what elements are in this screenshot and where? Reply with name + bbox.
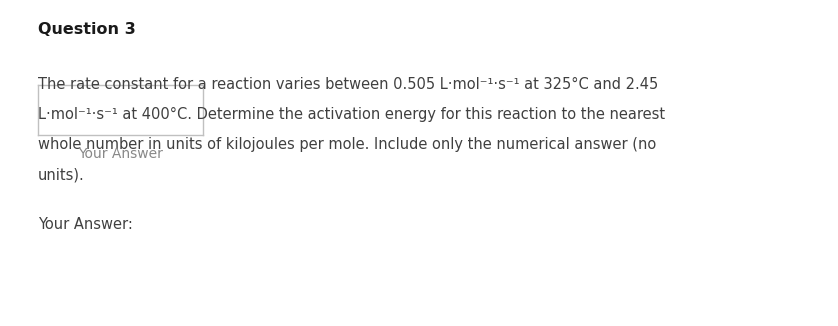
Text: The rate constant for a reaction varies between 0.505 L·mol⁻¹·s⁻¹ at 325°C and 2: The rate constant for a reaction varies …	[38, 77, 659, 92]
Text: L·mol⁻¹·s⁻¹ at 400°C. Determine the activation energy for this reaction to the n: L·mol⁻¹·s⁻¹ at 400°C. Determine the acti…	[38, 107, 665, 122]
Text: Your Answer:: Your Answer:	[38, 217, 133, 232]
Text: Your Answer: Your Answer	[78, 147, 163, 161]
Text: Question 3: Question 3	[38, 22, 136, 37]
Text: whole number in units of kilojoules per mole. Include only the numerical answer : whole number in units of kilojoules per …	[38, 137, 656, 152]
Text: units).: units).	[38, 167, 85, 182]
